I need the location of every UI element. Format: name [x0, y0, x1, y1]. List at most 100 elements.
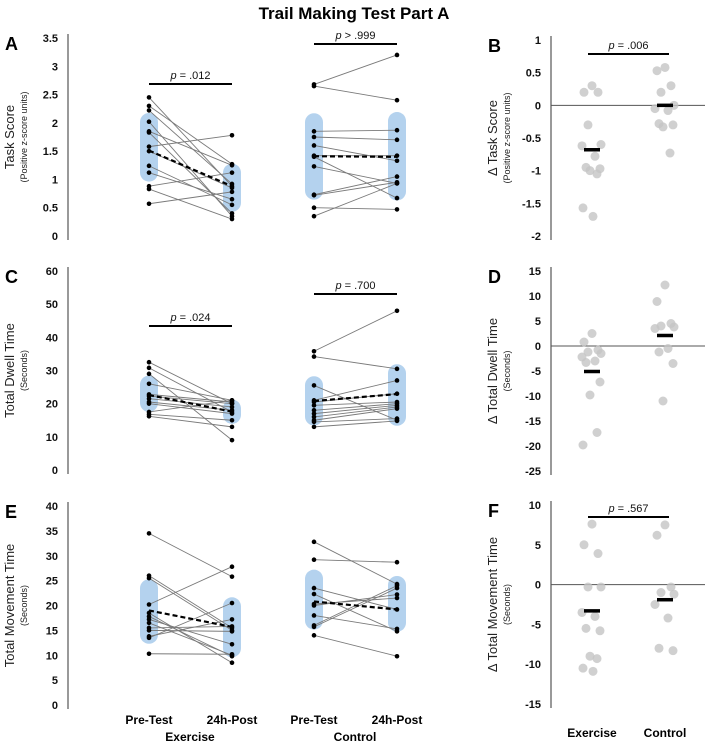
pre-point: [311, 205, 317, 211]
y-tick-label: 1: [535, 35, 541, 47]
participant-line: [313, 129, 398, 132]
participant-line: [148, 602, 233, 639]
pre-point: [311, 383, 317, 388]
participant-line: [313, 404, 398, 415]
y-tick-label: 0: [52, 465, 58, 477]
post-point: [394, 158, 400, 164]
y-tick-label: 0: [52, 700, 58, 712]
delta-point: [592, 169, 602, 179]
post-point: [394, 559, 400, 565]
p-value-label: p = .006: [607, 40, 648, 52]
x-axis-labels-left: Pre-Test 24h-Post Pre-Test 24h-Post Exer…: [125, 713, 422, 743]
y-tick-label: 20: [46, 399, 58, 411]
y-tick-label: 25: [46, 576, 58, 588]
delta-point: [654, 347, 664, 357]
participant-line: [148, 629, 233, 632]
delta-point: [590, 151, 600, 161]
delta-point: [652, 297, 662, 306]
panel-f: F -15 -10 -5 0 5 10 Δ Total Movement Time (Secon…: [485, 500, 705, 711]
p-value-text: > .999: [342, 30, 376, 42]
participant-line: [313, 559, 398, 563]
y-axis-sublabel: (Positive z-score units): [502, 92, 512, 183]
group-mean-line: [313, 600, 398, 611]
participant-line: [148, 393, 233, 403]
group-label-control: Control: [334, 730, 377, 743]
panel-e: E 0 5 10 15 20 25 30 35 40 Total Movement Time (Sec…: [2, 501, 406, 712]
p-value-label: p = .567: [607, 503, 648, 515]
y-tick-label: 2: [52, 118, 58, 130]
post-point: [394, 626, 400, 632]
delta-point: [656, 588, 666, 598]
group-exercise: [140, 95, 241, 222]
y-tick-label: 40: [46, 332, 58, 344]
y-tick-label: 0: [535, 341, 541, 353]
pre-point: [146, 119, 152, 125]
y-tick-label: -1.5: [522, 198, 541, 210]
post-point: [394, 127, 400, 133]
x-label-control-post: 24h-Post: [372, 713, 423, 727]
delta-point: [663, 613, 673, 623]
post-point: [394, 366, 400, 372]
participant-line: [313, 385, 398, 421]
y-axis-label: Total Dwell Time: [2, 323, 17, 418]
delta-point: [665, 148, 675, 158]
post-point: [394, 137, 400, 143]
post-point: [394, 207, 400, 212]
panel-letter: A: [5, 34, 18, 54]
post-point: [229, 196, 235, 202]
y-tick-label: 5: [535, 316, 541, 328]
y-tick-label: 15: [46, 625, 58, 637]
group-mean-line: [313, 392, 398, 403]
pre-point: [311, 164, 317, 169]
post-point: [394, 592, 400, 597]
delta-point: [585, 390, 595, 400]
x-label-exercise-post: 24h-Post: [207, 713, 258, 727]
group-mean-line: [148, 393, 233, 413]
y-tick-label: 30: [46, 366, 58, 378]
delta-point: [583, 347, 593, 357]
y-tick-label: 35: [46, 526, 58, 538]
x-label-delta-exercise: Exercise: [567, 726, 617, 740]
participant-line: [313, 380, 398, 401]
delta-point: [581, 623, 591, 633]
p-value-label: p > .999: [334, 30, 375, 42]
delta-point: [669, 100, 679, 110]
delta-point: [581, 358, 591, 367]
delta-point: [579, 87, 589, 97]
post-point: [229, 564, 235, 569]
participant-line: [313, 54, 398, 85]
participant-line: [313, 401, 398, 406]
y-tick-label: 3.5: [43, 33, 58, 45]
post-point: [394, 378, 400, 383]
delta-point: [668, 359, 678, 368]
delta-point: [587, 81, 597, 91]
participant-line: [148, 191, 233, 205]
delta-point: [666, 81, 676, 91]
y-tick-label: -1: [531, 166, 541, 178]
y-tick-label: 0: [535, 580, 541, 592]
y-tick-label: 50: [46, 299, 58, 311]
delta-point: [578, 663, 588, 673]
post-point: [229, 404, 235, 410]
participant-line: [148, 532, 233, 578]
y-axis-sublabel: (Seconds): [502, 350, 512, 391]
pre-point: [311, 348, 317, 354]
y-axis-sublabel: (Positive z-score units): [19, 91, 29, 182]
panel-letter: E: [5, 502, 17, 522]
pre-point: [146, 103, 152, 109]
post-point: [394, 174, 400, 179]
participant-line: [313, 356, 398, 370]
y-axis-sublabel: (Seconds): [502, 584, 512, 625]
participant-line: [148, 413, 233, 421]
p-symbol: p: [607, 503, 614, 515]
delta-point: [669, 322, 679, 332]
participant-line: [148, 367, 233, 413]
pre-point: [311, 557, 317, 563]
p-symbol: p: [334, 30, 341, 42]
pre-point: [311, 603, 317, 608]
pre-point: [311, 213, 317, 219]
p-value-label: p = .012: [169, 70, 210, 82]
delta-point: [593, 549, 603, 559]
participant-line: [148, 575, 233, 629]
pre-point: [146, 201, 152, 207]
